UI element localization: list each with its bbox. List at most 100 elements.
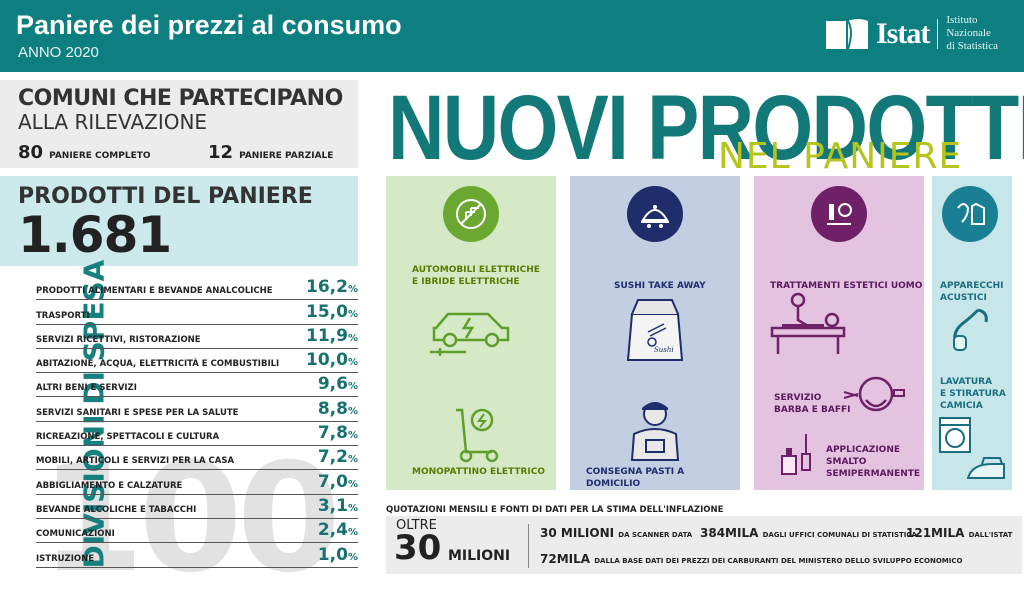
- panel-pink: TRATTAMENTI ESTETICI UOMO SERVIZIO BARBA…: [754, 176, 924, 490]
- pink-item2-line1: SERVIZIO: [774, 393, 822, 403]
- divisione-label: ABBIGLIAMENTO E CALZATURE: [36, 480, 183, 491]
- divisione-value-number: 15,0: [306, 301, 348, 322]
- sushi-box-text: Sushi: [654, 346, 674, 354]
- divisione-value-unit: %: [347, 454, 358, 466]
- source-comuni-num: 384MILA: [700, 526, 759, 540]
- divisione-value-number: 8,8: [317, 398, 348, 419]
- prodotti-title: PRODOTTI DEL PANIERE: [18, 184, 313, 209]
- pink-item3-label: APPLICAZIONE SMALTO SEMIPERMANENTE: [826, 444, 920, 480]
- teal-item1-label: APPARECCHI ACUSTICI: [940, 280, 1003, 304]
- source-scanner: 30 MILIONI DA SCANNER DATA: [540, 526, 692, 540]
- divisione-label: MOBILI, ARTICOLI E SERVIZI PER LA CASA: [36, 456, 235, 467]
- divisione-value: 2,4%: [318, 520, 358, 540]
- teal-item2-line1: LAVATURA: [940, 377, 993, 387]
- divisione-value-unit: %: [347, 284, 358, 296]
- divisione-label: SERVIZI SANITARI E SPESE PER LA SALUTE: [36, 407, 239, 418]
- logo-inst-line2: di Statistica: [946, 40, 998, 52]
- sushi-bag-icon: [624, 294, 686, 368]
- divisione-value: 16,2%: [306, 277, 358, 297]
- divisione-label: COMUNICAZIONI: [36, 529, 115, 540]
- divisione-value-number: 7,8: [317, 423, 348, 444]
- prodotti-count: 1.681: [18, 206, 172, 264]
- divisione-row: SERVIZI RICETTIVI, RISTORAZIONE 11,9%: [36, 325, 358, 349]
- source-istat: 121MILA DALL'ISTAT: [906, 526, 1012, 540]
- teal-item1-line2: ACUSTICI: [940, 293, 987, 303]
- delivery-person-icon: [620, 396, 690, 466]
- divisione-value-number: 7,0: [317, 471, 348, 492]
- blue-item1-label: SUSHI TAKE AWAY: [614, 281, 706, 291]
- divisione-label: SERVIZI RICETTIVI, RISTORAZIONE: [36, 334, 201, 345]
- divisione-value-unit: %: [347, 502, 358, 514]
- grooming-tools-icon: [811, 186, 867, 242]
- beard-razor-icon: [842, 372, 906, 420]
- quotazioni-unit: MILIONI: [448, 548, 511, 564]
- divisione-label: ABITAZIONE, ACQUA, ELETTRICITÀ E COMBUST…: [36, 359, 280, 370]
- divisione-value-unit: %: [347, 308, 358, 320]
- page-subtitle: ANNO 2020: [18, 44, 99, 61]
- divisione-value-unit: %: [347, 430, 358, 442]
- divisione-value: 11,9%: [306, 326, 358, 346]
- divisioni-list: PRODOTTI ALIMENTARI E BEVANDE ANALCOLICH…: [36, 276, 358, 568]
- green-item1-line1: AUTOMOBILI ELETTRICHE: [412, 265, 540, 275]
- source-scanner-label: DA SCANNER DATA: [618, 531, 693, 539]
- pink-item2-label: SERVIZIO BARBA E BAFFI: [774, 392, 850, 416]
- divisione-value-unit: %: [347, 551, 358, 563]
- divisione-value-number: 16,2: [306, 277, 348, 298]
- prodotti-box: PRODOTTI DEL PANIERE 1.681: [0, 176, 358, 266]
- green-item1-label: AUTOMOBILI ELETTRICHE E IBRIDE ELETTRICH…: [412, 264, 540, 288]
- comuni-title: COMUNI CHE PARTECIPANO: [18, 86, 343, 111]
- panel-green: AUTOMOBILI ELETTRICHE E IBRIDE ELETTRICH…: [386, 176, 556, 490]
- comuni-complete-label: PANIERE COMPLETO: [49, 151, 151, 161]
- teal-item2-label: LAVATURA E STIRATURA CAMICIA: [940, 376, 1006, 412]
- iron-icon: [966, 456, 1008, 488]
- quotazioni-num: 30: [394, 528, 442, 568]
- divisione-row: SERVIZI SANITARI E SPESE PER LA SALUTE 8,…: [36, 397, 358, 422]
- quotazioni-separator: [528, 524, 529, 568]
- divisione-value-unit: %: [347, 357, 358, 369]
- pink-item3-line3: SEMIPERMANENTE: [826, 469, 921, 479]
- electric-scooter-icon: [446, 404, 506, 468]
- logo-separator: [937, 18, 939, 49]
- divisione-value: 3,1%: [318, 496, 358, 516]
- divisione-value-number: 3,1: [317, 495, 348, 516]
- source-comuni-label: DAGLI UFFICI COMUNALI DI STATISTICA: [762, 531, 917, 539]
- comuni-partial: 12 PANIERE PARZIALE: [208, 142, 333, 163]
- washing-machine-icon: [938, 416, 972, 458]
- massage-table-icon: [768, 292, 848, 360]
- divisione-value-number: 2,4: [317, 520, 348, 541]
- divisione-value-number: 10,0: [306, 350, 348, 371]
- comuni-title-line2: ALLA RILEVAZIONE: [18, 110, 208, 134]
- nuovi-prodotti-title: NUOVI PRODOTTI: [388, 77, 1024, 179]
- istat-logo-mark-icon: [824, 17, 870, 51]
- divisione-value: 1,0%: [318, 545, 358, 565]
- divisione-value: 8,8%: [318, 399, 358, 419]
- divisione-value-unit: %: [347, 381, 358, 393]
- comuni-complete: 80 PANIERE COMPLETO: [18, 142, 151, 163]
- divisione-value: 9,6%: [318, 374, 358, 394]
- ear-shirt-icon: [942, 186, 998, 242]
- divisione-value: 10,0%: [306, 350, 358, 370]
- divisione-row: PRODOTTI ALIMENTARI E BEVANDE ANALCOLICH…: [36, 276, 358, 301]
- divisione-label: BEVANDE ALCOLICHE E TABACCHI: [36, 504, 197, 515]
- page-title: Paniere dei prezzi al consumo: [16, 10, 402, 40]
- source-istat-num: 121MILA: [906, 526, 965, 540]
- pink-item2-line2: BARBA E BAFFI: [774, 405, 851, 415]
- divisione-row: ABBIGLIAMENTO E CALZATURE 7,0%: [36, 470, 358, 495]
- divisione-label: ISTRUZIONE: [36, 553, 95, 564]
- quotazioni-box: OLTRE 30 MILIONI 30 MILIONI DA SCANNER D…: [386, 516, 1022, 574]
- leaf-icon: [443, 186, 499, 242]
- divisione-value: 7,8%: [318, 423, 358, 443]
- green-item2-label: MONOPATTINO ELETTRICO: [412, 467, 546, 477]
- divisione-row: TRASPORTI 15,0%: [36, 300, 358, 325]
- logo-inst-line1: Istituto Nazionale: [946, 14, 991, 39]
- divisione-value-unit: %: [347, 405, 358, 417]
- divisione-row: ABITAZIONE, ACQUA, ELETTRICITÀ E COMBUST…: [36, 349, 358, 374]
- comuni-partial-num: 12: [208, 142, 234, 163]
- hearing-aid-icon: [948, 304, 992, 358]
- green-item1-line2: E IBRIDE ELETTRICHE: [412, 277, 520, 287]
- comuni-box: COMUNI CHE PARTECIPANO ALLA RILEVAZIONE …: [0, 80, 358, 168]
- food-cloche-icon: [627, 186, 683, 242]
- divisione-value-number: 1,0: [317, 544, 348, 565]
- divisione-value-unit: %: [347, 527, 358, 539]
- teal-item2-line3: CAMICIA: [940, 401, 983, 411]
